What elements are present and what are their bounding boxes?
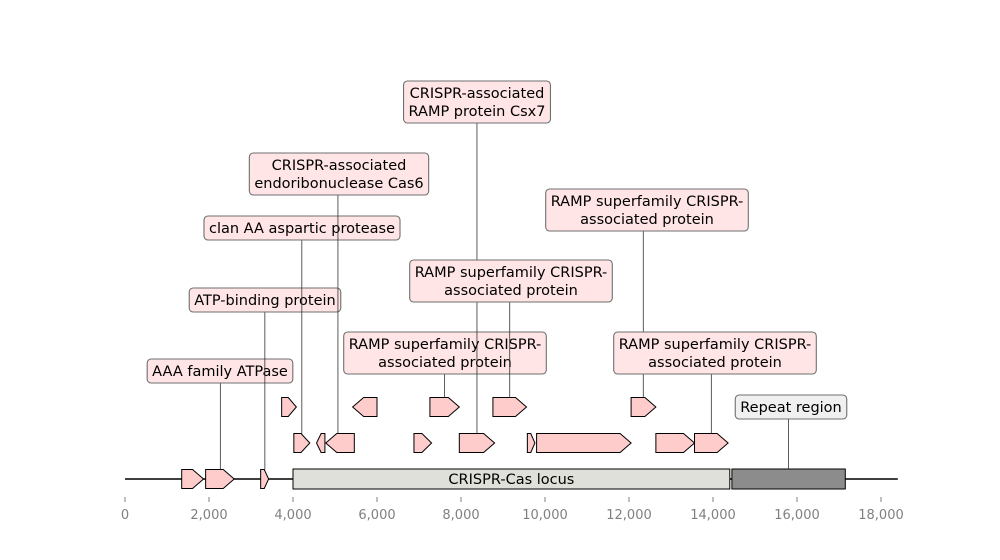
axis-tick-label: 14,000 — [690, 508, 736, 523]
repeat-region-band — [731, 468, 846, 490]
annotation-label: CRISPR-associated endoribonuclease Cas6 — [248, 152, 430, 434]
gene-arrow — [413, 433, 433, 453]
annotation-text: CRISPR-associated — [410, 86, 545, 102]
annotation-label: clan AA aspartic protease — [203, 215, 401, 434]
annotation-text: RAMP superfamily CRISPR- — [349, 337, 542, 353]
gene-arrow — [260, 469, 270, 489]
annotation-label: AAA family ATPase — [146, 358, 294, 470]
annotation-text: RAMP superfamily CRISPR- — [415, 265, 608, 281]
annotation-label: ATP-binding protein — [188, 287, 342, 470]
locus-label: CRISPR-Cas locus — [448, 472, 574, 488]
axis-tick-label: 18,000 — [858, 508, 904, 523]
annotation-text: AAA family ATPase — [152, 364, 288, 380]
gene-arrow — [458, 433, 496, 453]
annotation-text: RAMP protein Csx7 — [409, 104, 546, 120]
axis-tick-label: 2,000 — [190, 508, 227, 523]
gene-layer: CRISPR-Cas locus — [125, 397, 898, 490]
annotation-text: associated protein — [580, 212, 714, 228]
axis-tick-label: 6,000 — [358, 508, 395, 523]
annotation-label: RAMP superfamily CRISPR-associated prote… — [613, 331, 817, 434]
annotation-layer: AAA family ATPase ATP-binding protein clan… — [146, 80, 848, 470]
annotation-box — [146, 358, 294, 384]
annotation-label: Repeat region — [734, 394, 848, 469]
annotation-box — [188, 287, 342, 313]
annotation-text: associated protein — [648, 355, 782, 371]
gene-arrow — [293, 433, 311, 453]
axis-tick-label: 16,000 — [774, 508, 820, 523]
axis-tick-label: 0 — [121, 508, 129, 523]
axis-tick-label: 4,000 — [274, 508, 311, 523]
gene-arrow — [536, 433, 632, 453]
annotation-box — [734, 394, 848, 420]
annotation-box — [343, 331, 547, 375]
axis-tick-label: 12,000 — [606, 508, 652, 523]
gene-arrow — [492, 397, 528, 417]
crispr-cas-locus-band — [292, 468, 731, 490]
annotation-text: endoribonuclease Cas6 — [254, 176, 423, 192]
gene-arrow — [526, 433, 536, 453]
gene-arrow — [429, 397, 461, 417]
gene-arrow — [324, 433, 355, 453]
axis-tick-label: 10,000 — [522, 508, 568, 523]
annotation-box — [402, 80, 552, 124]
gene-arrow — [281, 397, 298, 417]
annotation-box — [545, 188, 749, 232]
axis-tick-label: 8,000 — [442, 508, 479, 523]
annotation-text: CRISPR-associated — [272, 158, 407, 174]
gene-arrow — [351, 397, 378, 417]
annotation-label: CRISPR-associated RAMP protein Csx7 — [402, 80, 552, 434]
annotation-text: RAMP superfamily CRISPR- — [551, 194, 744, 210]
gene-arrow — [630, 397, 657, 417]
annotation-label: RAMP superfamily CRISPR-associated prote… — [343, 331, 547, 398]
annotation-box — [248, 152, 430, 196]
gene-arrow — [181, 469, 205, 489]
gene-arrow — [315, 433, 326, 453]
annotation-box — [613, 331, 817, 375]
annotation-box — [203, 215, 401, 241]
annotation-text: associated protein — [378, 355, 512, 371]
annotation-label: RAMP superfamily CRISPR-associated prote… — [409, 259, 613, 398]
annotation-text: RAMP superfamily CRISPR- — [619, 337, 812, 353]
position-axis: 0 2,000 4,000 6,000 8,000 10,000 12,000 14,000 1… — [121, 497, 904, 523]
annotation-text: Repeat region — [740, 400, 842, 416]
annotation-text: associated protein — [444, 283, 578, 299]
annotation-label: RAMP superfamily CRISPR-associated prote… — [545, 188, 749, 398]
gene-arrow — [205, 469, 235, 489]
annotation-box — [409, 259, 613, 303]
gene-arrow — [655, 433, 696, 453]
annotation-text: clan AA aspartic protease — [209, 221, 395, 237]
annotation-text: ATP-binding protein — [194, 293, 336, 309]
gene-arrow — [694, 433, 729, 453]
